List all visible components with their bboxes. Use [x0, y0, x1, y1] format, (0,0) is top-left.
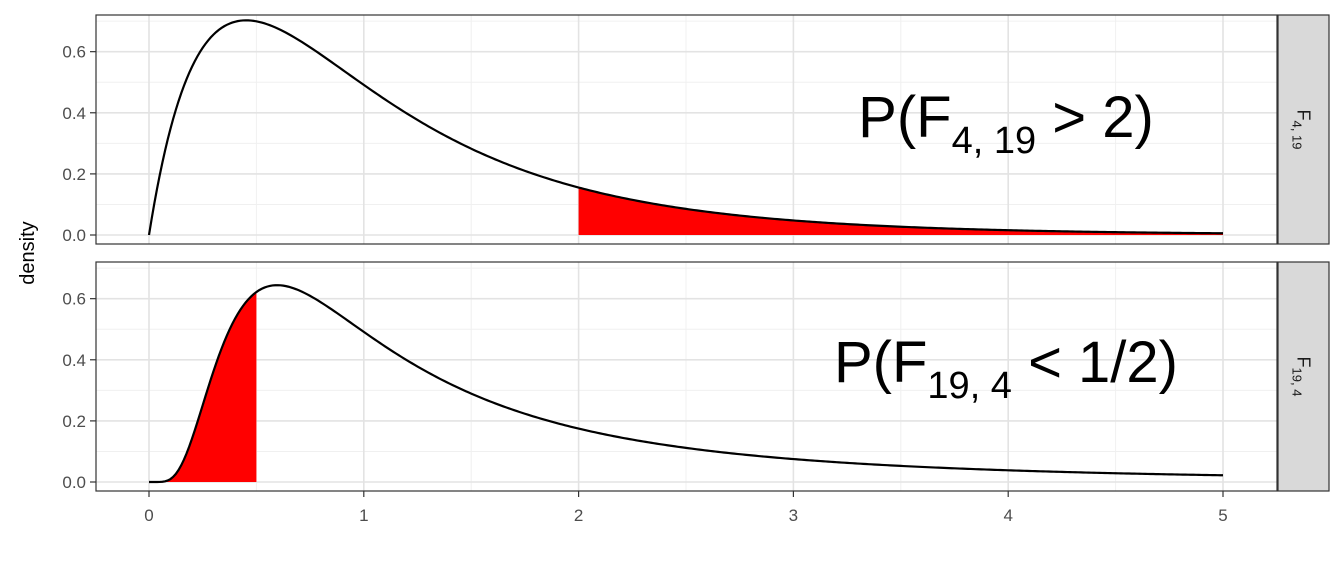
panel-bottom-y-axis: 0.0 0.2 0.4 0.6 — [62, 290, 96, 492]
y-axis-title: density — [17, 221, 39, 284]
panel-top-strip — [1277, 14, 1330, 245]
panel-bottom: 0.0 0.2 0.4 0.6 P(F19, 4 < 1/2) F19, 4 — [62, 261, 1330, 492]
panel-bottom-shaded-area — [149, 292, 257, 482]
panel-top-annotation: P(F4, 19 > 2) — [858, 85, 1154, 162]
y-tick-label: 0.4 — [62, 351, 86, 370]
panel-bottom-border — [95, 261, 1278, 492]
panel-top-border — [95, 14, 1278, 245]
panel-top-shaded-area — [578, 187, 1223, 235]
x-tick-label: 4 — [1003, 506, 1012, 525]
panel-top-y-axis: 0.0 0.2 0.4 0.6 — [62, 43, 96, 245]
panel-bottom-density-curve — [149, 284, 1224, 484]
y-tick-label: 0.4 — [62, 104, 86, 123]
x-axis: 0 1 2 3 4 5 — [144, 491, 1228, 525]
x-tick-label: 3 — [789, 506, 798, 525]
y-tick-label: 0.2 — [62, 165, 86, 184]
x-tick-label: 2 — [574, 506, 583, 525]
panel-bottom-strip-label: F19, 4 — [1290, 357, 1314, 397]
x-tick-label: 0 — [144, 506, 153, 525]
y-tick-label: 0.0 — [62, 226, 86, 245]
panel-top: 0.0 0.2 0.4 0.6 P(F4, 19 > 2) F4, 19 — [62, 14, 1330, 245]
y-tick-label: 0.6 — [62, 43, 86, 62]
x-tick-label: 5 — [1218, 506, 1227, 525]
panel-top-strip-label: F4, 19 — [1290, 110, 1314, 150]
y-tick-label: 0.0 — [62, 473, 86, 492]
y-tick-label: 0.6 — [62, 290, 86, 309]
panel-top-grid — [96, 15, 1277, 244]
x-tick-label: 1 — [359, 506, 368, 525]
panel-bottom-grid — [96, 262, 1277, 491]
y-tick-label: 0.2 — [62, 412, 86, 431]
panel-top-density-curve — [147, 19, 1224, 236]
panel-bottom-annotation: P(F19, 4 < 1/2) — [834, 330, 1178, 407]
panel-bottom-strip — [1277, 261, 1330, 492]
